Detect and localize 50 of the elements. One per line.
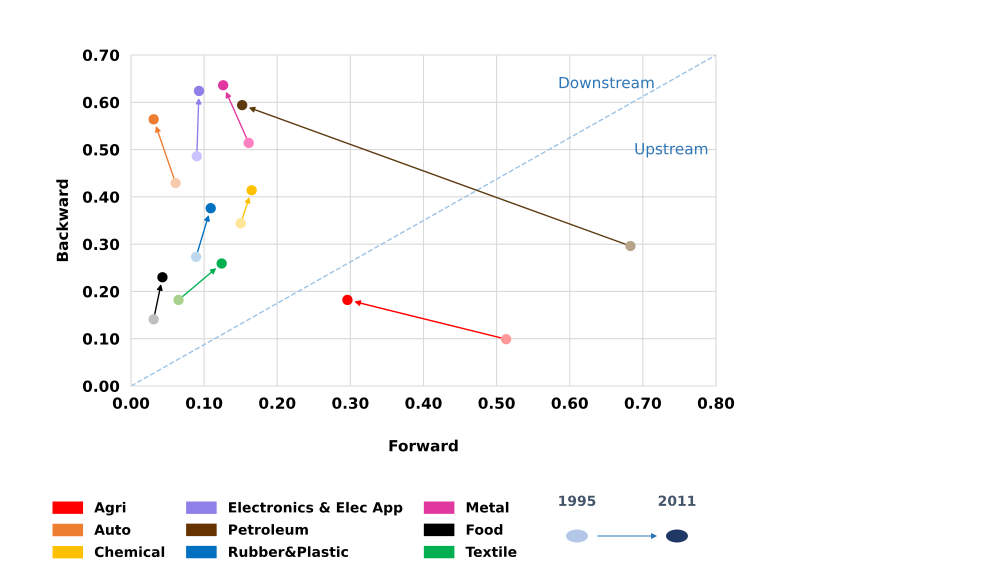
legend-label: Electronics & Elec App	[229, 502, 402, 516]
point	[237, 100, 248, 110]
y-tick-label: 0.00	[82, 380, 120, 392]
legend-label: Metal	[466, 502, 508, 513]
y-axis-title: Backward	[56, 180, 68, 262]
legend-label: Agri	[94, 502, 126, 516]
text: 2011	[658, 496, 696, 506]
x-tick-label: 0.70	[624, 397, 661, 409]
annotation: Upstream	[635, 143, 708, 158]
x-tick-label: 0.60	[552, 397, 588, 409]
point	[173, 294, 184, 306]
x-tick-label: 0.10	[186, 397, 222, 409]
legend-label: Textile	[466, 546, 516, 558]
y-tick-label: 0.70	[82, 49, 120, 62]
point	[500, 334, 512, 344]
x-tick-label: 0.50	[478, 397, 515, 409]
y-tick-label: 0.30	[82, 238, 120, 250]
point	[157, 272, 168, 282]
point	[194, 86, 204, 96]
legend-label: Rubber&Plastic	[229, 546, 348, 558]
annotation: Downstream	[560, 76, 654, 88]
point	[625, 240, 636, 252]
legend-label: Chemical	[94, 546, 164, 558]
text: 1995	[559, 496, 596, 506]
legend-label: Auto	[94, 524, 130, 535]
point	[206, 203, 216, 214]
y-tick-label: 0.20	[82, 286, 120, 298]
point	[236, 218, 246, 228]
legend-label: Petroleum	[229, 524, 308, 535]
point	[244, 138, 254, 148]
x-axis-title: Forward	[390, 440, 458, 452]
y-tick-label: 0.60	[82, 96, 120, 108]
y-tick-label: 0.40	[82, 191, 120, 203]
point	[170, 178, 181, 188]
point	[218, 80, 228, 90]
point	[342, 294, 353, 306]
point	[148, 114, 159, 124]
point	[216, 258, 227, 269]
point	[190, 252, 202, 262]
x-tick-label: 0.40	[405, 397, 442, 409]
x-tick-label: 0.30	[332, 397, 368, 409]
point	[148, 314, 159, 324]
point	[246, 185, 257, 196]
legend-label: Food	[466, 524, 502, 535]
x-tick-label: 0.80	[698, 397, 734, 409]
y-tick-label: 0.50	[82, 144, 120, 156]
point	[192, 151, 202, 162]
x-tick-label: 0.20	[259, 397, 296, 409]
y-tick-label: 0.10	[82, 333, 120, 345]
x-tick-label: 0.00	[112, 397, 150, 409]
